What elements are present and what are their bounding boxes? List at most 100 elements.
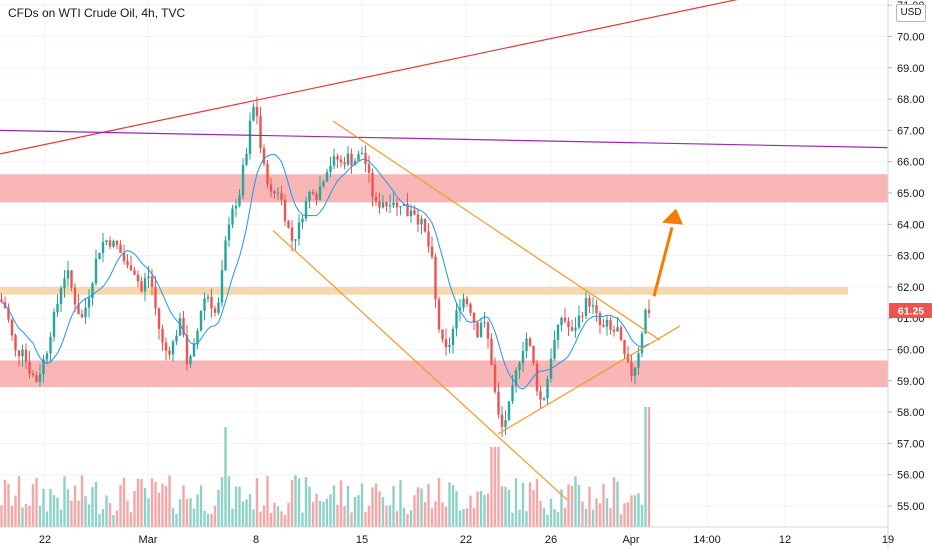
candle-body: [280, 192, 283, 200]
svg-text:61.25: 61.25: [898, 306, 924, 318]
candle-body: [353, 160, 357, 166]
candle-body: [210, 296, 213, 309]
volume-bar: [70, 500, 73, 527]
volume-bar: [364, 511, 367, 527]
volume-bar: [206, 513, 210, 527]
candle-body: [542, 398, 546, 400]
volume-bar: [175, 514, 178, 527]
candle-body: [24, 349, 28, 362]
volume-bar: [84, 496, 87, 527]
volume-bar: [94, 481, 98, 527]
candle-body: [371, 172, 374, 197]
candle-body: [262, 148, 266, 164]
volume-bar: [140, 479, 143, 527]
volume-bar: [535, 478, 539, 527]
volume-bar: [637, 493, 640, 527]
candle-body: [42, 359, 45, 375]
candle-body: [507, 401, 511, 421]
currency-button[interactable]: USD: [896, 4, 926, 22]
volume-bar: [616, 481, 619, 527]
volume-bar: [570, 485, 574, 527]
volume-bar: [290, 480, 294, 527]
volume-bar: [311, 501, 315, 527]
volume-bar: [42, 488, 45, 527]
candle-body: [294, 239, 297, 241]
candle-body: [637, 353, 640, 368]
price-tick-label: 56.00: [897, 470, 925, 482]
candle-body: [619, 327, 623, 340]
volume-bar: [80, 475, 84, 527]
time-tick-label: 12: [779, 534, 791, 546]
candle-body: [126, 261, 129, 266]
candle-body: [122, 253, 126, 262]
candle-body: [84, 307, 87, 318]
volume-bar: [609, 508, 612, 527]
volume-bar: [336, 504, 339, 527]
candle-body: [605, 319, 609, 327]
volume-bar: [224, 427, 227, 527]
volume-bar: [413, 495, 416, 527]
candle-body: [479, 323, 483, 337]
candle-body: [269, 184, 273, 192]
candle-body: [332, 156, 336, 166]
volume-bar: [154, 481, 157, 527]
volume-bar: [73, 485, 77, 527]
volume-bar: [430, 507, 434, 527]
candle-body: [241, 164, 245, 196]
pivot-zone-62: [0, 286, 848, 295]
volume-bar: [91, 487, 94, 527]
candle-body: [399, 206, 402, 208]
candle-body: [45, 353, 49, 360]
volume-bar: [178, 499, 182, 527]
volume-bar: [588, 486, 591, 527]
time-tick-label: 19: [882, 534, 894, 546]
volume-bar: [511, 512, 514, 527]
volume-bar: [255, 478, 259, 527]
volume-bar: [10, 505, 14, 527]
time-tick-label: 22: [460, 534, 472, 546]
volume-bar: [31, 484, 35, 527]
time-tick-label: 22: [39, 534, 51, 546]
volume-bar: [640, 504, 644, 527]
candle-body: [560, 317, 563, 325]
candle-body: [315, 193, 318, 201]
volume-bar: [514, 478, 518, 527]
volume-bar: [315, 493, 318, 527]
candle-body: [434, 256, 437, 300]
trend-drawings[interactable]: [0, 0, 889, 501]
candle-body: [402, 203, 406, 207]
volume-bar: [332, 485, 336, 527]
volume-bar: [546, 514, 549, 527]
chart-title: CFDs on WTI Crude Oil, 4h, TVC: [8, 6, 186, 20]
volume-bar: [549, 498, 553, 527]
candle-body: [304, 200, 308, 219]
volume-bar: [262, 505, 266, 527]
candle-body: [504, 420, 507, 427]
volume-bar: [539, 500, 542, 527]
volume-bar: [567, 484, 570, 527]
volume-bar: [483, 494, 486, 527]
volume-bar: [455, 491, 458, 527]
candle-body: [52, 311, 56, 337]
volume-bar: [560, 489, 563, 527]
time-axis[interactable]: 22 Mar 8 15 22 26 Apr 14:00 12 19: [39, 534, 894, 546]
volume-bar: [108, 503, 112, 527]
price-axis[interactable]: 55.0056.0057.0058.0059.0060.0061.0062.00…: [888, 0, 925, 513]
candle-body: [409, 210, 413, 217]
resistance-zone-65: [0, 174, 888, 203]
candle-body: [252, 106, 255, 121]
volume-bar: [210, 513, 213, 527]
candle-body: [497, 391, 500, 415]
candle-body: [444, 339, 448, 348]
candle-body: [556, 324, 560, 340]
candle-body: [311, 191, 315, 194]
volume-bars: [0, 407, 651, 527]
candle-body: [451, 328, 455, 345]
candle-body: [616, 327, 619, 332]
volume-bar: [462, 509, 465, 527]
candle-body: [301, 218, 304, 223]
candle-body: [133, 270, 136, 275]
volume-bar: [168, 475, 171, 527]
volume-bar: [231, 508, 234, 527]
